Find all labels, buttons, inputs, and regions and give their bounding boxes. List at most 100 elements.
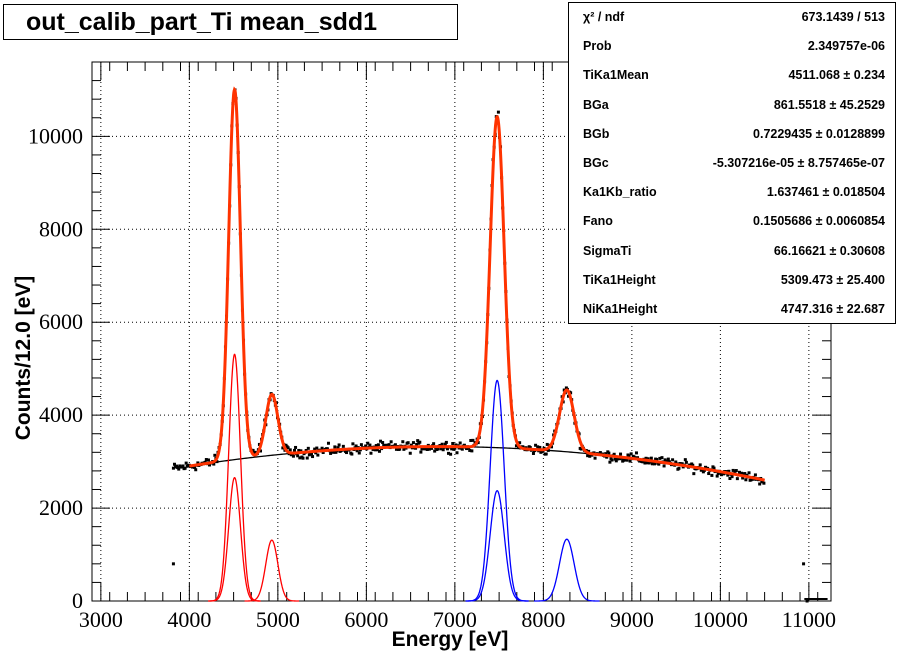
data-point: [612, 452, 616, 456]
data-point: [379, 439, 383, 443]
data-point: [643, 461, 647, 465]
stats-key: BGb: [583, 126, 610, 141]
data-point: [465, 447, 469, 451]
x-tick-label: 5000: [256, 607, 300, 632]
data-point: [593, 456, 597, 460]
x-tick-label: 3000: [79, 607, 123, 632]
data-point: [650, 462, 654, 466]
data-point: [607, 451, 611, 455]
data-point: [471, 438, 475, 442]
data-point: [707, 472, 711, 476]
data-point: [819, 598, 822, 600]
data-point: [251, 448, 255, 452]
data-point: [677, 466, 681, 470]
stats-key: Prob: [583, 39, 612, 54]
data-point: [698, 463, 702, 467]
data-point: [712, 466, 716, 470]
data-point: [806, 598, 809, 600]
data-point: [359, 443, 363, 447]
x-tick-label: 9000: [610, 607, 654, 632]
stats-value: 2.349757e-06: [807, 39, 885, 54]
data-point: [496, 110, 500, 114]
data-point: [432, 442, 436, 446]
data-point: [716, 472, 720, 476]
data-point: [809, 598, 812, 600]
data-point: [329, 451, 333, 455]
stats-key: SigmaTi: [583, 243, 632, 258]
data-point: [445, 447, 449, 451]
data-point: [701, 470, 705, 474]
data-point: [443, 442, 447, 446]
data-point: [401, 440, 405, 444]
data-point: [354, 444, 358, 448]
data-point: [436, 447, 440, 451]
data-point: [394, 447, 398, 451]
data-point: [316, 453, 320, 457]
data-point: [469, 438, 473, 442]
peak-component-curve: [208, 353, 261, 602]
stats-row: BGc -5.307216e-05 ± 8.757465e-07: [569, 149, 895, 178]
data-point: [377, 449, 381, 453]
plot-frame: [91, 61, 832, 602]
y-tick-label: 4000: [39, 402, 83, 427]
stats-key: χ² / ndf: [583, 10, 625, 24]
stats-value: 5309.473 ± 25.400: [780, 272, 885, 287]
data-point: [569, 391, 573, 395]
chart-title: out_calib_part_Ti mean_sdd1: [3, 4, 458, 40]
data-point: [455, 451, 459, 455]
data-point: [298, 456, 302, 460]
data-point: [333, 445, 337, 449]
data-point-outlier: [802, 562, 806, 566]
data-point: [619, 452, 623, 456]
data-point: [415, 442, 419, 446]
data-point: [408, 451, 412, 455]
data-point: [740, 471, 744, 475]
y-tick-label: 10000: [28, 123, 83, 148]
data-point: [820, 598, 823, 600]
y-axis-label: Counts/12.0 [eV]: [12, 275, 35, 441]
data-point: [536, 445, 540, 449]
data-point: [722, 472, 726, 476]
data-point: [325, 447, 329, 451]
data-point: [387, 443, 391, 447]
data-point: [306, 446, 310, 450]
data-point: [614, 459, 618, 463]
data-point: [655, 457, 659, 461]
data-point: [351, 442, 355, 446]
data-point: [425, 447, 429, 451]
data-point: [730, 475, 734, 479]
peak-component-curve: [465, 379, 529, 602]
data-point: [301, 456, 305, 460]
data-point: [544, 452, 548, 456]
data-point: [726, 473, 730, 477]
data-point: [334, 450, 338, 454]
data-point: [825, 598, 828, 600]
data-point: [206, 458, 210, 462]
data-point: [753, 473, 757, 477]
data-point: [824, 598, 827, 600]
data-point: [183, 466, 187, 470]
data-point: [667, 460, 671, 464]
peak-component-curve: [534, 538, 600, 602]
data-point: [193, 465, 197, 469]
data-point: [657, 462, 661, 466]
y-tick-label: 0: [72, 588, 83, 613]
data-point: [747, 471, 751, 475]
data-point: [710, 473, 714, 477]
data-point: [296, 454, 300, 458]
data-point: [299, 449, 303, 453]
data-point: [311, 455, 315, 459]
stats-key: Fano: [583, 214, 613, 229]
data-point: [281, 446, 285, 450]
data-point: [744, 478, 748, 482]
data-point: [817, 598, 820, 600]
data-point: [402, 447, 406, 451]
data-point: [315, 446, 319, 450]
data-point: [369, 451, 373, 455]
data-point: [177, 467, 181, 471]
data-point: [337, 443, 341, 447]
data-point: [175, 464, 179, 468]
data-point: [691, 463, 695, 467]
data-point: [204, 458, 208, 462]
stats-row: Fano 0.1505686 ± 0.0060854: [569, 207, 895, 236]
